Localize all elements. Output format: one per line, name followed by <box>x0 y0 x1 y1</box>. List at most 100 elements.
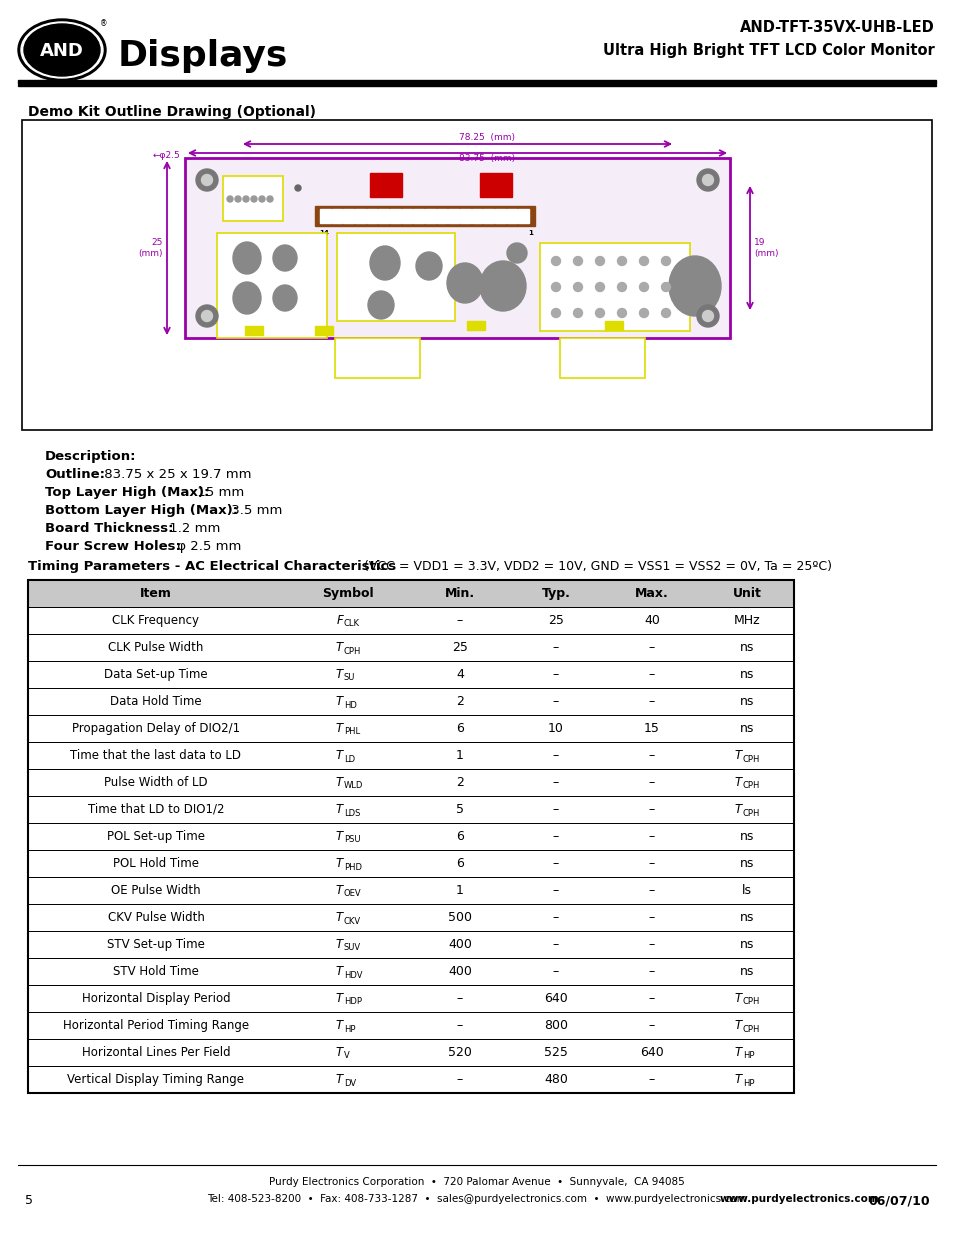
Text: T: T <box>335 965 343 978</box>
Text: –: – <box>553 884 558 897</box>
Text: Data Set-up Time: Data Set-up Time <box>104 668 208 680</box>
Text: LDS: LDS <box>344 809 360 818</box>
Text: –: – <box>553 668 558 680</box>
Text: T: T <box>734 1073 741 1086</box>
Text: 14: 14 <box>318 230 329 236</box>
Ellipse shape <box>294 185 301 191</box>
Ellipse shape <box>668 256 720 316</box>
Text: LD: LD <box>344 755 355 763</box>
Bar <box>28 634 793 661</box>
Text: –: – <box>553 776 558 789</box>
Bar <box>424 209 436 224</box>
Bar <box>28 715 793 742</box>
Bar <box>319 209 331 224</box>
Bar <box>28 877 793 904</box>
Text: 2: 2 <box>456 695 463 708</box>
Text: 83.75 x 25 x 19.7 mm: 83.75 x 25 x 19.7 mm <box>100 468 252 480</box>
Text: 3.5 mm: 3.5 mm <box>227 504 282 517</box>
Bar <box>506 209 517 224</box>
Text: PHD: PHD <box>344 862 361 872</box>
Text: HP: HP <box>742 1078 754 1088</box>
Text: –: – <box>648 748 655 762</box>
Text: T: T <box>335 1046 343 1058</box>
Text: HP: HP <box>344 1025 355 1034</box>
Ellipse shape <box>639 257 648 266</box>
Text: ns: ns <box>739 965 754 978</box>
Ellipse shape <box>551 283 560 291</box>
Text: T: T <box>335 668 343 680</box>
Text: 15 mm: 15 mm <box>193 487 244 499</box>
Text: 640: 640 <box>639 1046 663 1058</box>
Text: CLK Frequency: CLK Frequency <box>112 614 199 627</box>
Text: F: F <box>335 614 343 627</box>
Ellipse shape <box>258 196 265 203</box>
Bar <box>28 1066 793 1093</box>
Text: Symbol: Symbol <box>322 587 374 600</box>
Bar <box>28 661 793 688</box>
Text: (VCC = VDD1 = 3.3V, VDD2 = 10V, GND = VSS1 = VSS2 = 0V, Ta = 25ºC): (VCC = VDD1 = 3.3V, VDD2 = 10V, GND = VS… <box>359 559 831 573</box>
Bar <box>436 209 447 224</box>
Bar <box>413 209 423 224</box>
Ellipse shape <box>267 196 273 203</box>
Text: 500: 500 <box>448 911 472 924</box>
Bar <box>28 580 793 606</box>
Bar <box>18 80 935 84</box>
Text: –: – <box>648 911 655 924</box>
Text: Time that LD to DIO1/2: Time that LD to DIO1/2 <box>88 803 224 816</box>
Text: WLD: WLD <box>344 782 363 790</box>
Text: AND-TFT-35VX-UHB-LED: AND-TFT-35VX-UHB-LED <box>740 21 934 36</box>
Bar <box>28 823 793 850</box>
Bar <box>28 606 793 634</box>
Bar <box>335 338 419 378</box>
Text: OE Pulse Width: OE Pulse Width <box>112 884 200 897</box>
Ellipse shape <box>573 283 582 291</box>
Text: 40: 40 <box>643 614 659 627</box>
Bar <box>22 120 931 430</box>
Text: CPH: CPH <box>742 782 760 790</box>
Ellipse shape <box>639 283 648 291</box>
Text: Timing Parameters - AC Electrical Characteristics: Timing Parameters - AC Electrical Charac… <box>28 559 395 573</box>
Text: 83.75  (mm): 83.75 (mm) <box>459 154 515 163</box>
Text: –: – <box>553 641 558 655</box>
Text: Max.: Max. <box>635 587 668 600</box>
Text: –: – <box>553 803 558 816</box>
Ellipse shape <box>617 283 626 291</box>
Ellipse shape <box>617 257 626 266</box>
Ellipse shape <box>24 23 100 77</box>
Ellipse shape <box>243 196 249 203</box>
Text: 6: 6 <box>456 722 463 735</box>
Text: Pulse Width of LD: Pulse Width of LD <box>104 776 208 789</box>
Ellipse shape <box>573 309 582 317</box>
Text: 15: 15 <box>643 722 659 735</box>
Text: Time that the last data to LD: Time that the last data to LD <box>71 748 241 762</box>
Ellipse shape <box>21 22 103 78</box>
Ellipse shape <box>273 285 296 311</box>
Bar <box>28 1011 793 1039</box>
Text: –: – <box>553 857 558 869</box>
Text: –: – <box>648 857 655 869</box>
Ellipse shape <box>18 19 106 82</box>
Ellipse shape <box>660 257 670 266</box>
Ellipse shape <box>595 309 604 317</box>
Text: T: T <box>335 911 343 924</box>
Text: T: T <box>335 857 343 869</box>
Text: T: T <box>335 748 343 762</box>
Text: 2: 2 <box>456 776 463 789</box>
Text: –: – <box>648 939 655 951</box>
Ellipse shape <box>233 242 261 274</box>
Text: –: – <box>648 830 655 844</box>
Text: POL Set-up Time: POL Set-up Time <box>107 830 205 844</box>
Text: Description:: Description: <box>45 450 136 463</box>
Ellipse shape <box>227 196 233 203</box>
Text: ns: ns <box>739 830 754 844</box>
Bar <box>517 209 529 224</box>
Text: V: V <box>344 1051 350 1061</box>
Text: T: T <box>734 803 741 816</box>
Text: –: – <box>648 992 655 1005</box>
Bar <box>343 209 354 224</box>
Text: Four Screw Holes:: Four Screw Holes: <box>45 540 181 553</box>
Bar <box>28 1039 793 1066</box>
Ellipse shape <box>201 310 213 321</box>
Text: Min.: Min. <box>444 587 475 600</box>
Bar <box>28 742 793 769</box>
